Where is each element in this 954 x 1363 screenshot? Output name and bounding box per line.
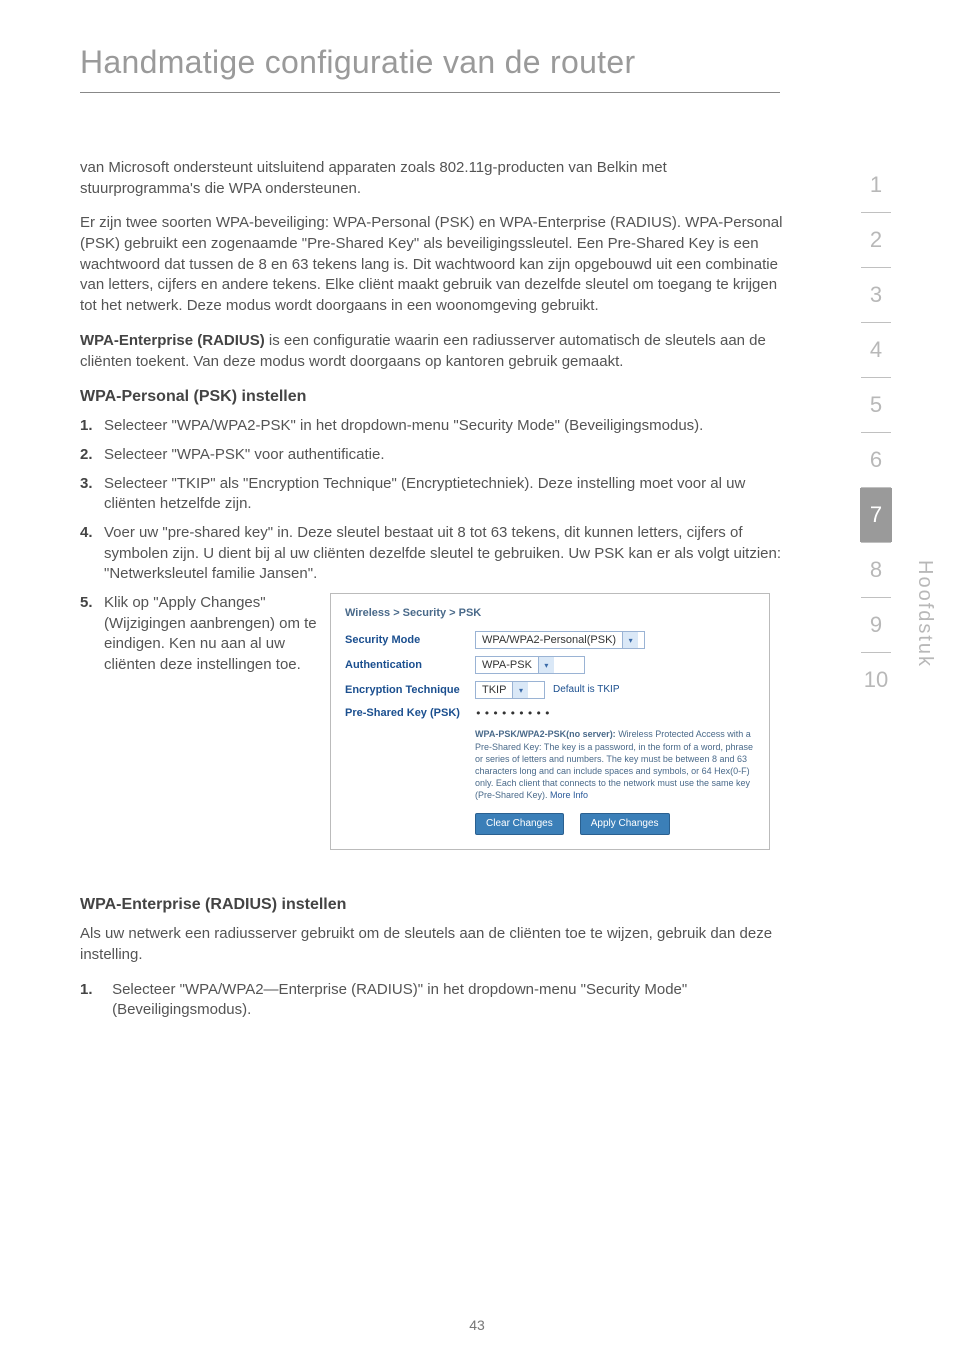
- list-body-5: Klik op "Apply Changes" (Wijzigingen aan…: [104, 593, 320, 676]
- breadcrumb: Wireless > Security > PSK: [345, 606, 755, 621]
- list-body-3: Selecteer "TKIP" als "Encryption Techniq…: [104, 474, 790, 515]
- select-authentication[interactable]: WPA-PSK ▾: [475, 656, 585, 674]
- apply-changes-button[interactable]: Apply Changes: [580, 813, 670, 835]
- page-title: Handmatige configuratie van de router: [80, 44, 635, 81]
- item5-left: 5. Klik op "Apply Changes" (Wijzigingen …: [80, 593, 320, 684]
- row-security-mode: Security Mode WPA/WPA2-Personal(PSK) ▾: [345, 631, 755, 649]
- list-item-5: 5. Klik op "Apply Changes" (Wijzigingen …: [80, 593, 320, 676]
- select-encryption[interactable]: TKIP ▾: [475, 681, 545, 699]
- list-item-4: 4. Voer uw "pre-shared key" in. Deze sle…: [80, 523, 790, 585]
- label-authentication: Authentication: [345, 658, 475, 673]
- clear-changes-button[interactable]: Clear Changes: [475, 813, 564, 835]
- list-num-4: 4.: [80, 523, 104, 585]
- row-encryption: Encryption Technique TKIP ▾ Default is T…: [345, 681, 755, 699]
- side-tabs: 1 2 3 4 5 6 7 8 9 10: [854, 158, 898, 707]
- encryption-default-note: Default is TKIP: [553, 683, 620, 697]
- list-num-2: 2.: [80, 445, 104, 466]
- main-content: van Microsoft ondersteunt uitsluitend ap…: [80, 158, 790, 1029]
- radius-num-1: 1.: [80, 980, 112, 1021]
- more-info-link[interactable]: More Info: [550, 790, 588, 800]
- info-rest: Wireless Protected Access with a Pre-Sha…: [475, 729, 753, 800]
- list-body-2: Selecteer "WPA-PSK" voor authentificatie…: [104, 445, 790, 466]
- list-item-2: 2. Selecteer "WPA-PSK" voor authentifica…: [80, 445, 790, 466]
- side-tab-10[interactable]: 10: [861, 653, 891, 707]
- info-bold: WPA-PSK/WPA2-PSK(no server):: [475, 729, 616, 739]
- list-num-5: 5.: [80, 593, 104, 676]
- page-number: 43: [0, 1317, 954, 1333]
- label-psk: Pre-Shared Key (PSK): [345, 706, 475, 721]
- list-num-1: 1.: [80, 416, 104, 437]
- label-security-mode: Security Mode: [345, 633, 475, 648]
- radius-body-1: Selecteer "WPA/WPA2—Enterprise (RADIUS)"…: [112, 980, 790, 1021]
- side-tab-7[interactable]: 7: [860, 488, 892, 542]
- list-num-3: 3.: [80, 474, 104, 515]
- psk-value[interactable]: •••••••••: [475, 706, 553, 721]
- paragraph-radius: Als uw netwerk een radiusserver gebruikt…: [80, 924, 790, 965]
- chevron-down-icon: ▾: [622, 632, 638, 648]
- chevron-down-icon: ▾: [512, 682, 528, 698]
- side-tab-2[interactable]: 2: [861, 213, 891, 267]
- side-tab-8[interactable]: 8: [861, 543, 891, 597]
- info-block: WPA-PSK/WPA2-PSK(no server): Wireless Pr…: [475, 728, 755, 801]
- side-tab-4[interactable]: 4: [861, 323, 891, 377]
- select-security-mode-value: WPA/WPA2-Personal(PSK): [476, 633, 622, 648]
- side-chapter-label: Hoofdstuk: [913, 560, 936, 668]
- side-tab-3[interactable]: 3: [861, 268, 891, 322]
- p3-lead: WPA-Enterprise (RADIUS): [80, 332, 265, 349]
- list-item-3: 3. Selecteer "TKIP" als "Encryption Tech…: [80, 474, 790, 515]
- side-tab-1[interactable]: 1: [861, 158, 891, 212]
- list-item-1: 1. Selecteer "WPA/WPA2-PSK" in het dropd…: [80, 416, 790, 437]
- list-body-4: Voer uw "pre-shared key" in. Deze sleute…: [104, 523, 790, 585]
- settings-screenshot: Wireless > Security > PSK Security Mode …: [330, 593, 770, 850]
- paragraph-2: Er zijn twee soorten WPA-beveiliging: WP…: [80, 213, 790, 316]
- side-tab-9[interactable]: 9: [861, 598, 891, 652]
- list-body-1: Selecteer "WPA/WPA2-PSK" in het dropdown…: [104, 416, 790, 437]
- paragraph-1: van Microsoft ondersteunt uitsluitend ap…: [80, 158, 790, 199]
- select-encryption-value: TKIP: [476, 683, 512, 698]
- select-security-mode[interactable]: WPA/WPA2-Personal(PSK) ▾: [475, 631, 645, 649]
- button-row: Clear Changes Apply Changes: [475, 813, 755, 835]
- select-authentication-value: WPA-PSK: [476, 658, 538, 673]
- heading-psk: WPA-Personal (PSK) instellen: [80, 386, 790, 408]
- paragraph-3: WPA-Enterprise (RADIUS) is een configura…: [80, 331, 790, 372]
- label-encryption: Encryption Technique: [345, 683, 475, 698]
- title-underline: [80, 92, 780, 93]
- radius-section: WPA-Enterprise (RADIUS) instellen Als uw…: [80, 894, 790, 1021]
- side-tab-6[interactable]: 6: [861, 433, 891, 487]
- radius-item-1: 1. Selecteer "WPA/WPA2—Enterprise (RADIU…: [80, 980, 790, 1021]
- item5-row: 5. Klik op "Apply Changes" (Wijzigingen …: [80, 593, 790, 850]
- chevron-down-icon: ▾: [538, 657, 554, 673]
- heading-radius: WPA-Enterprise (RADIUS) instellen: [80, 894, 790, 916]
- row-psk: Pre-Shared Key (PSK) •••••••••: [345, 706, 755, 721]
- row-authentication: Authentication WPA-PSK ▾: [345, 656, 755, 674]
- side-tab-5[interactable]: 5: [861, 378, 891, 432]
